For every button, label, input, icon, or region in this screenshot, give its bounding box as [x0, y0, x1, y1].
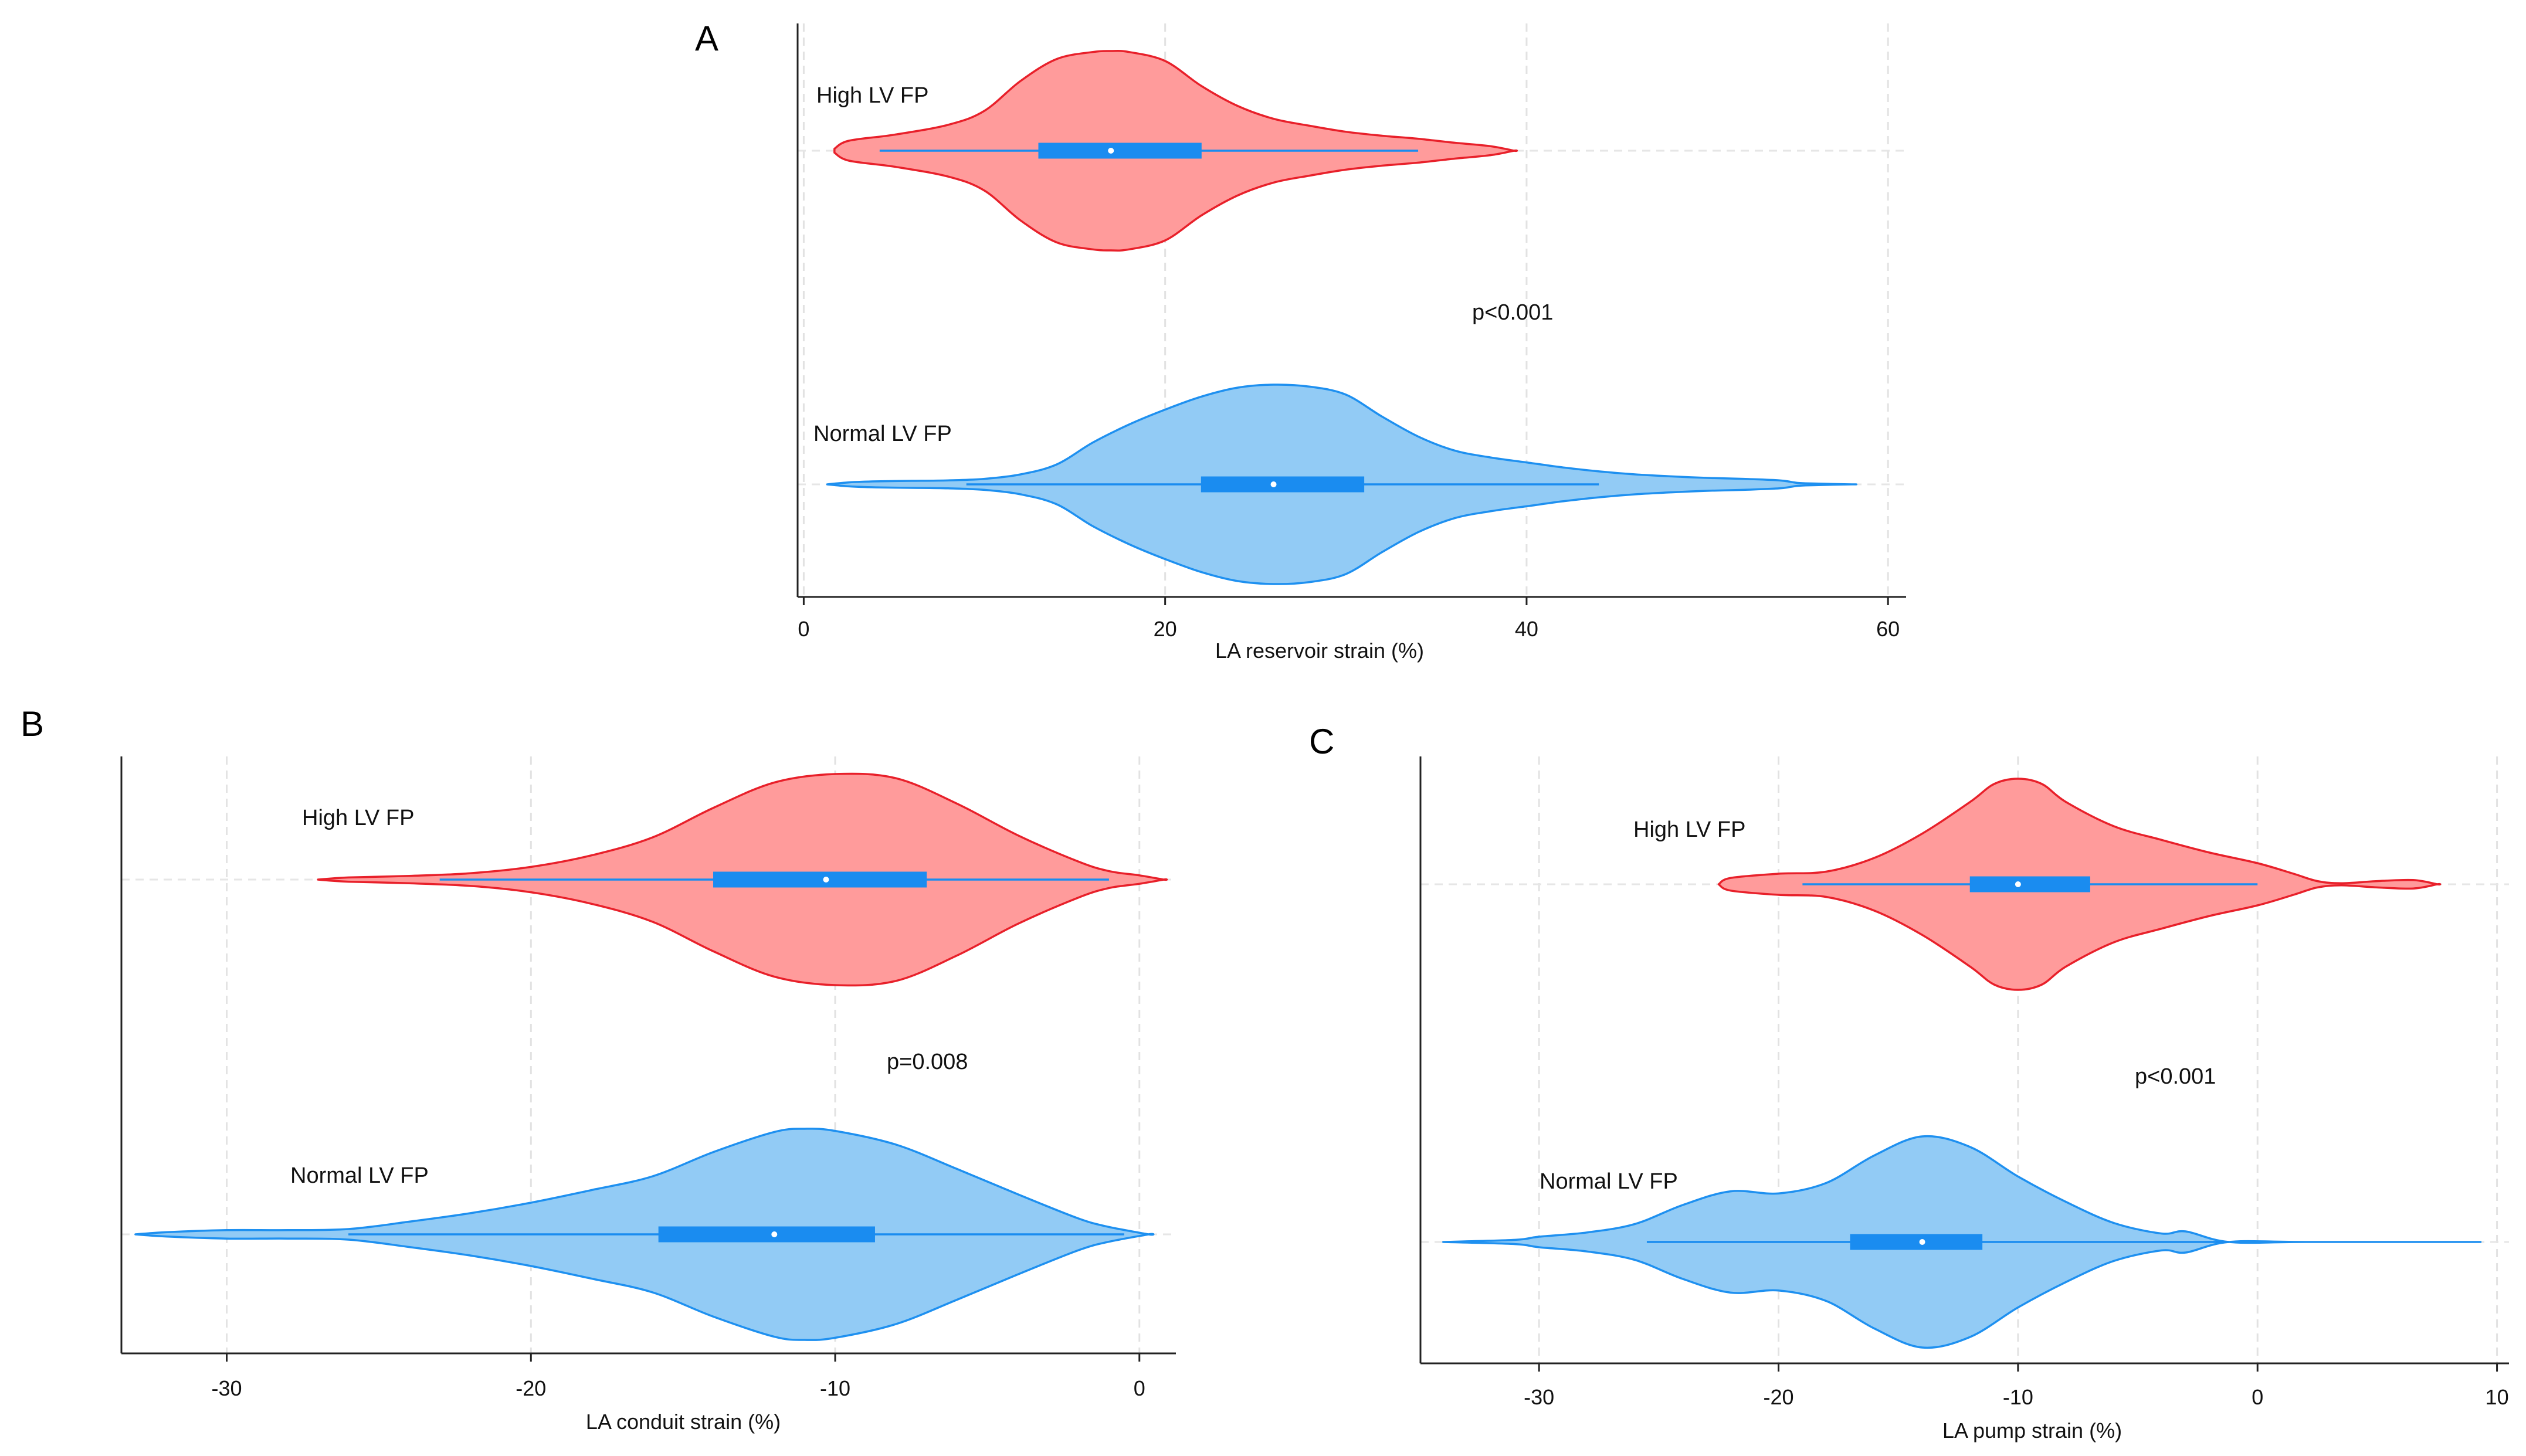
panel-a-violins — [826, 50, 1857, 585]
panel-c-xlabel: LA pump strain (%) — [1942, 1418, 2122, 1443]
panel-a-ticks: 0 20 40 60 — [798, 597, 1900, 641]
panel-a-label-high: High LV FP — [816, 83, 928, 108]
panel-c-axes — [1419, 756, 2509, 1365]
panel-a-xlabel: LA reservoir strain (%) — [1215, 639, 1424, 663]
panel-a-median-normal — [1270, 481, 1277, 487]
panel-b-median-high — [823, 877, 829, 883]
panel-c: C High LV FP Normal LV FP p<0.001 -30 -20… — [1309, 722, 2509, 1443]
panel-b-median-normal — [771, 1231, 778, 1237]
panel-b-box-high — [713, 871, 927, 888]
panel-b-tick-label-1: -20 — [516, 1376, 546, 1400]
panel-a-median-high — [1108, 148, 1114, 154]
panel-c-violins — [1442, 778, 2482, 1349]
panel-a-box-high — [1038, 142, 1202, 159]
panel-b-box-normal — [658, 1226, 875, 1243]
panel-b-letter: B — [21, 704, 44, 744]
panel-c-label-high: High LV FP — [1633, 817, 1745, 842]
panel-b: B High LV FP Normal LV FP p=0.008 -30 -20… — [21, 704, 1176, 1434]
panel-c-p-value: p<0.001 — [2135, 1064, 2216, 1089]
panel-c-letter: C — [1309, 722, 1334, 761]
panel-c-median-normal — [1919, 1239, 1925, 1245]
panel-a: A High LV FP Normal LV FP p<0.001 0 20 40 6… — [695, 19, 1906, 663]
panel-b-label-normal: Normal LV FP — [290, 1163, 429, 1188]
panel-b-label-high: High LV FP — [302, 806, 414, 830]
panel-a-tick-label-1: 20 — [1154, 617, 1177, 641]
panel-a-p-value: p<0.001 — [1472, 300, 1553, 325]
panel-c-median-high — [2015, 881, 2021, 887]
panel-b-tick-label-0: -30 — [212, 1376, 242, 1400]
panel-c-tick-label-2: -10 — [2003, 1385, 2033, 1409]
panel-c-box-high — [1969, 876, 2090, 892]
panel-c-tick-label-1: -20 — [1764, 1385, 1794, 1409]
panel-a-tick-label-2: 40 — [1515, 617, 1538, 641]
panel-b-xlabel: LA conduit strain (%) — [586, 1410, 781, 1434]
panel-b-axes — [120, 756, 1176, 1355]
panel-c-label-normal: Normal LV FP — [1540, 1169, 1678, 1194]
panel-c-ticks: -30 -20 -10 0 10 — [1524, 1363, 2509, 1409]
panel-a-label-normal: Normal LV FP — [813, 422, 952, 446]
panel-b-tick-label-3: 0 — [1134, 1376, 1145, 1400]
panel-c-tick-label-0: -30 — [1524, 1385, 1554, 1409]
panel-a-tick-label-0: 0 — [798, 617, 809, 641]
panel-a-letter: A — [695, 19, 718, 58]
panel-a-box-normal — [1201, 476, 1365, 493]
panel-b-ticks: -30 -20 -10 0 — [212, 1353, 1145, 1400]
panel-b-violins — [134, 772, 1168, 1341]
panel-a-tick-label-3: 60 — [1876, 617, 1900, 641]
panel-a-axes — [796, 23, 1906, 598]
panel-b-tick-label-2: -10 — [820, 1376, 850, 1400]
panel-c-tick-label-3: 0 — [2252, 1385, 2263, 1409]
panel-b-p-value: p=0.008 — [887, 1050, 968, 1074]
panel-c-tick-label-4: 10 — [2486, 1385, 2509, 1409]
panel-c-box-normal — [1850, 1234, 1983, 1250]
